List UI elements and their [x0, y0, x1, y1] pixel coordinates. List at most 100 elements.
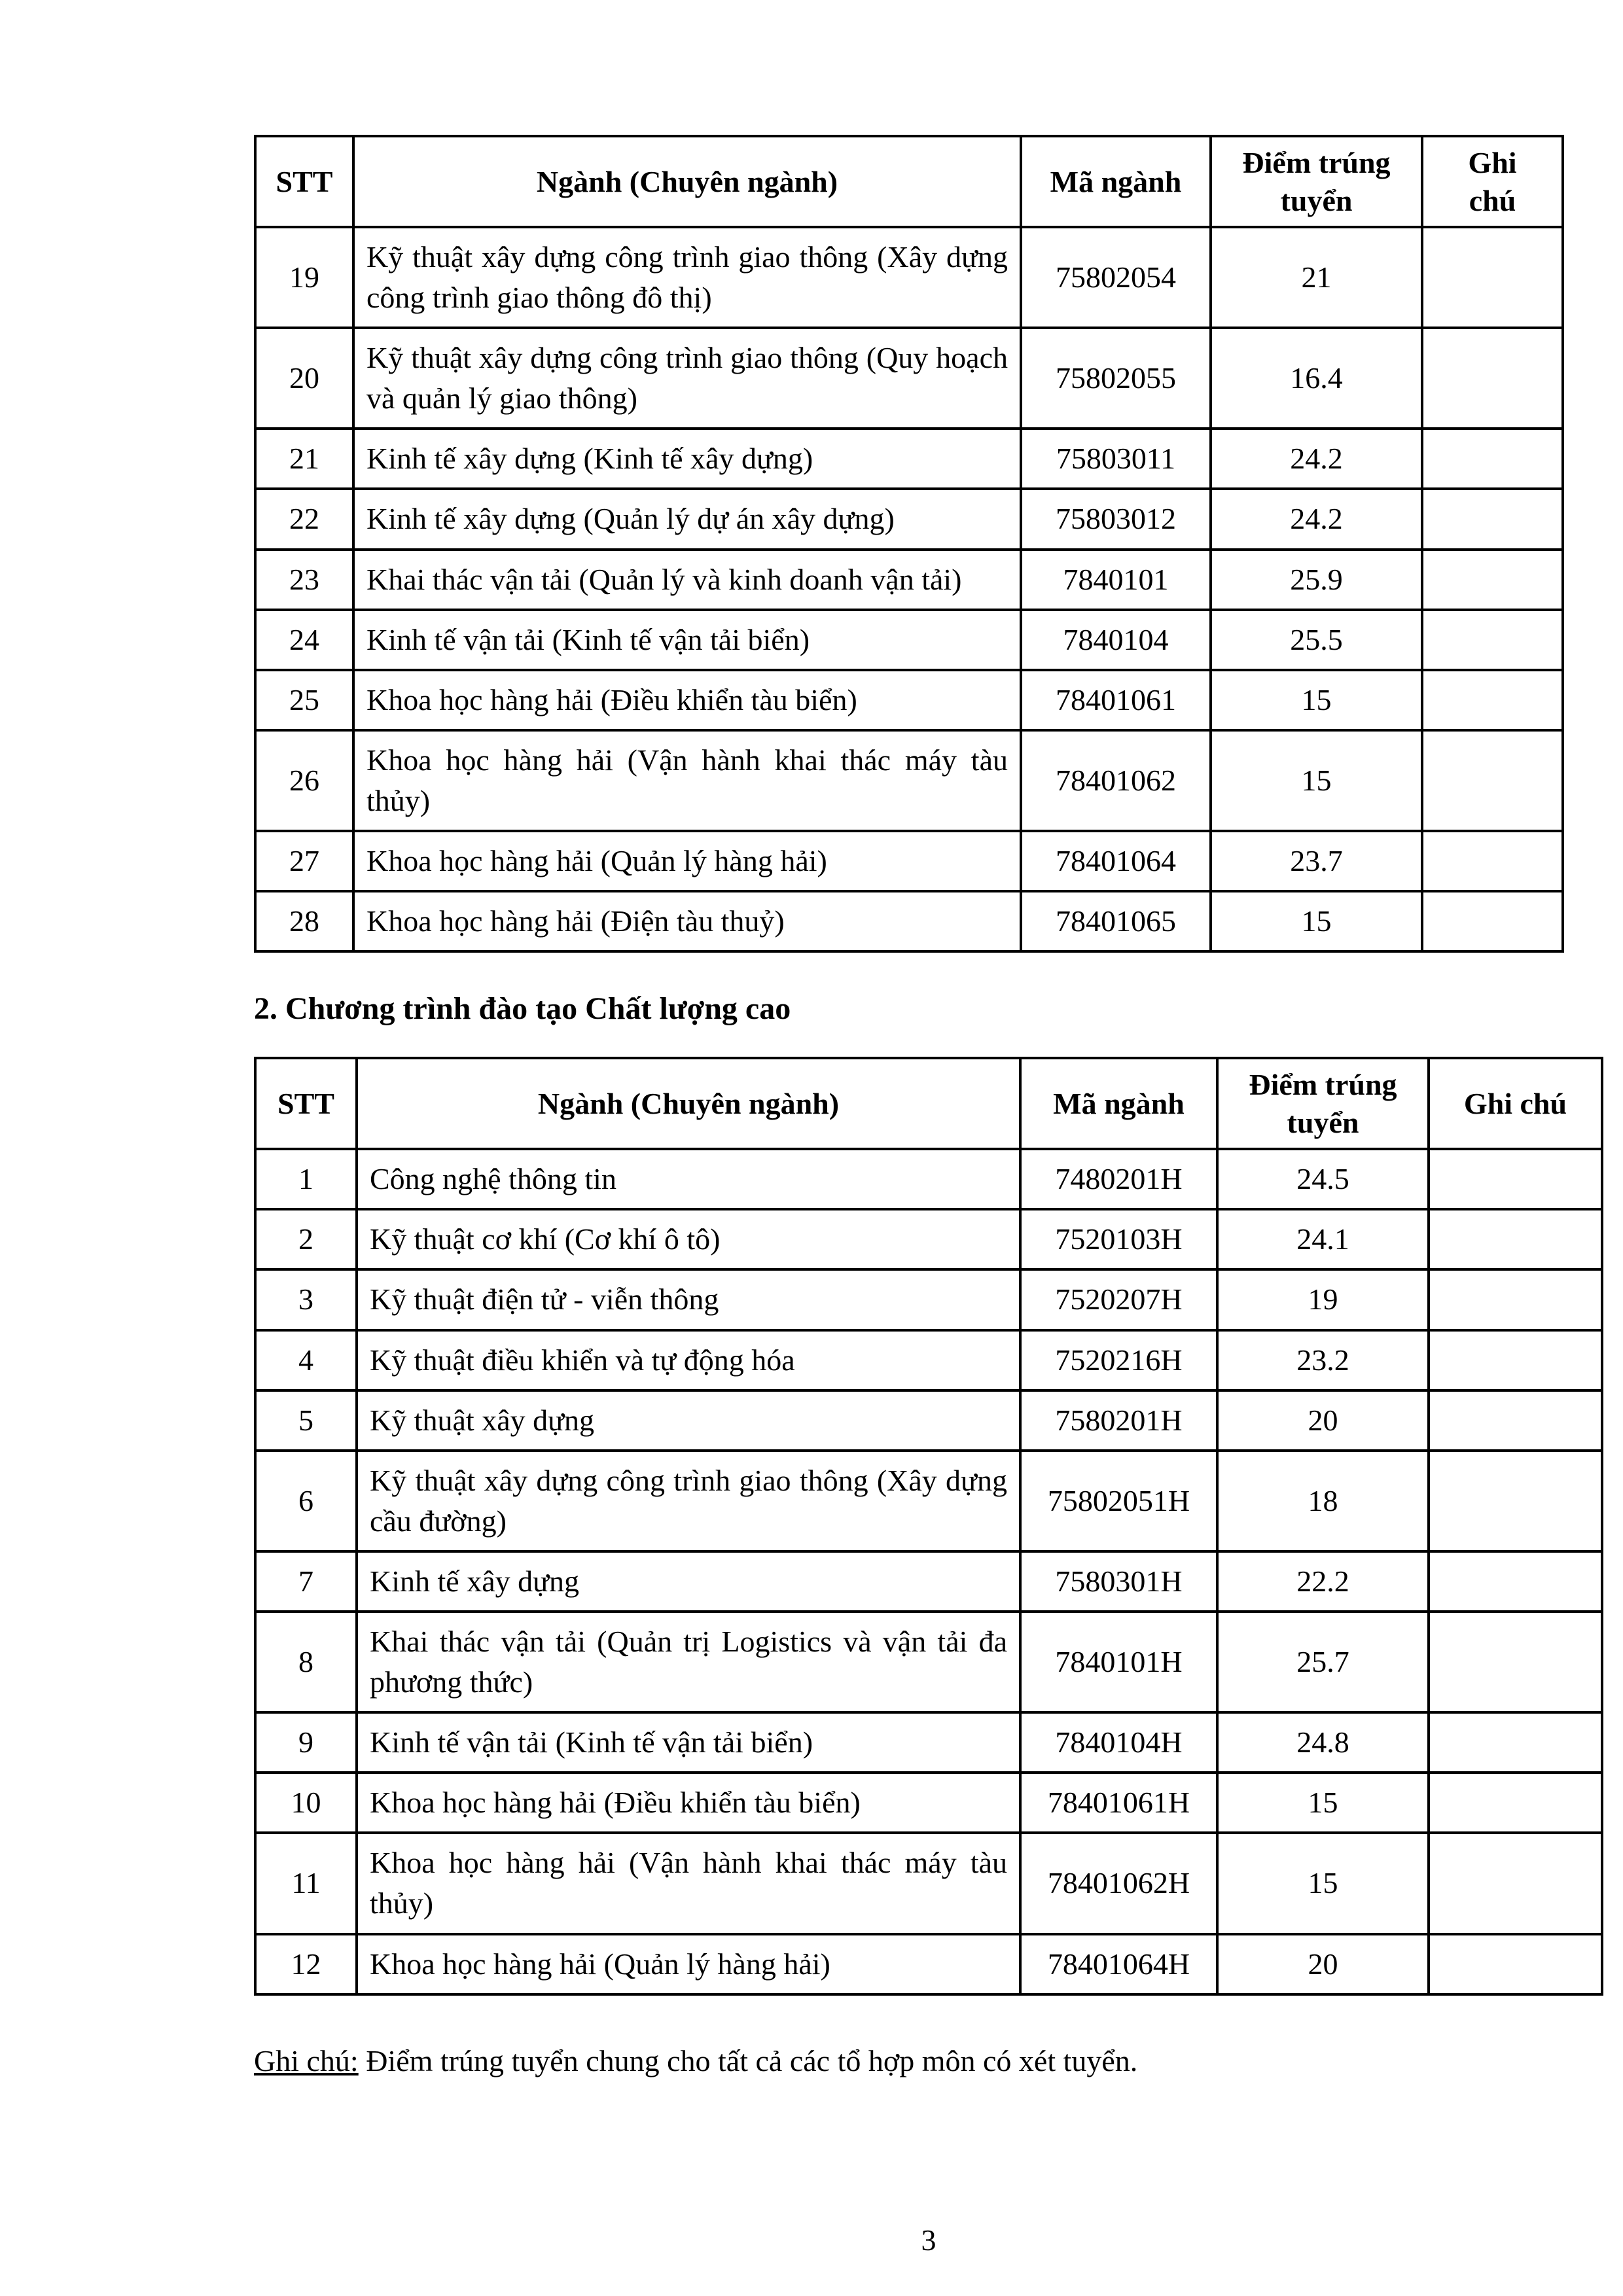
admission-table-standard: STT Ngành (Chuyên ngành) Mã ngành Điểm t…	[254, 135, 1564, 953]
table-row: 2 Kỹ thuật cơ khí (Cơ khí ô tô) 7520103H…	[254, 1208, 1603, 1271]
col-header-ghi-chu: Ghi chú	[1421, 135, 1564, 228]
cell-ghi-chu	[1421, 668, 1564, 732]
cell-diem: 24.8	[1216, 1711, 1430, 1775]
table-row: 7 Kinh tế xây dựng 7580301H 22.2	[254, 1549, 1603, 1613]
table-row: 22 Kinh tế xây dựng (Quản lý dự án xây d…	[254, 487, 1564, 551]
cell-diem: 20	[1216, 1388, 1430, 1452]
cell-ghi-chu	[1427, 1328, 1603, 1392]
cell-stt: 11	[254, 1831, 358, 1935]
cell-ma-nganh: 75803012	[1020, 487, 1212, 551]
admission-table-chat-luong-cao: STT Ngành (Chuyên ngành) Mã ngành Điểm t…	[254, 1057, 1603, 1996]
cell-nganh: Kinh tế xây dựng (Quản lý dự án xây dựng…	[352, 487, 1022, 551]
cell-diem: 24.2	[1209, 427, 1423, 491]
cell-nganh: Kinh tế xây dựng (Kinh tế xây dựng)	[352, 427, 1022, 491]
cell-diem: 25.9	[1209, 548, 1423, 611]
col-header-ma-nganh: Mã ngành	[1020, 135, 1212, 228]
table-row: 26 Khoa học hàng hải (Vận hành khai thác…	[254, 728, 1564, 833]
cell-diem: 19	[1216, 1268, 1430, 1332]
cell-stt: 23	[254, 548, 355, 611]
cell-ghi-chu	[1421, 608, 1564, 671]
table-row: 28 Khoa học hàng hải (Điện tàu thuỷ) 784…	[254, 890, 1564, 953]
cell-nganh: Khoa học hàng hải (Quản lý hàng hải)	[355, 1932, 1022, 1996]
table-row: 24 Kinh tế vận tải (Kinh tế vận tải biển…	[254, 608, 1564, 671]
cell-ghi-chu	[1427, 1771, 1603, 1835]
cell-diem: 23.2	[1216, 1328, 1430, 1392]
cell-stt: 9	[254, 1711, 358, 1775]
table-row: 1 Công nghệ thông tin 7480201H 24.5	[254, 1148, 1603, 1211]
cell-nganh: Khai thác vận tải (Quản lý và kinh doanh…	[352, 548, 1022, 611]
cell-diem: 24.1	[1216, 1208, 1430, 1271]
cell-ma-nganh: 7840104H	[1019, 1711, 1219, 1775]
cell-diem: 15	[1209, 728, 1423, 833]
cell-ma-nganh: 7520216H	[1019, 1328, 1219, 1392]
cell-stt: 25	[254, 668, 355, 732]
col-header-diem-trung-tuyen: Điểm trúng tuyển	[1216, 1057, 1430, 1151]
cell-ma-nganh: 78401061H	[1019, 1771, 1219, 1835]
cell-ghi-chu	[1427, 1268, 1603, 1332]
cell-ghi-chu	[1421, 548, 1564, 611]
cell-nganh: Kỹ thuật xây dựng	[355, 1388, 1022, 1452]
cell-ghi-chu	[1421, 327, 1564, 431]
table-row: 19 Kỹ thuật xây dựng công trình giao thô…	[254, 225, 1564, 330]
col-header-nganh: Ngành (Chuyên ngành)	[352, 135, 1022, 228]
cell-ghi-chu	[1427, 1831, 1603, 1935]
cell-diem: 24.2	[1209, 487, 1423, 551]
table-row: 8 Khai thác vận tải (Quản trị Logistics …	[254, 1610, 1603, 1714]
cell-ma-nganh: 75802055	[1020, 327, 1212, 431]
cell-diem: 18	[1216, 1449, 1430, 1553]
cell-stt: 12	[254, 1932, 358, 1996]
table-header-row: STT Ngành (Chuyên ngành) Mã ngành Điểm t…	[254, 1057, 1603, 1151]
cell-diem: 20	[1216, 1932, 1430, 1996]
page-number: 3	[921, 2223, 936, 2257]
cell-ma-nganh: 7840104	[1020, 608, 1212, 671]
cell-ghi-chu	[1421, 830, 1564, 893]
table-header-row: STT Ngành (Chuyên ngành) Mã ngành Điểm t…	[254, 135, 1564, 228]
cell-stt: 19	[254, 225, 355, 330]
cell-ma-nganh: 7840101H	[1019, 1610, 1219, 1714]
cell-diem: 15	[1209, 668, 1423, 732]
cell-stt: 2	[254, 1208, 358, 1271]
cell-diem: 21	[1209, 225, 1423, 330]
col-header-ghi-chu: Ghi chú	[1427, 1057, 1603, 1151]
table-row: 9 Kinh tế vận tải (Kinh tế vận tải biển)…	[254, 1711, 1603, 1775]
col-header-diem-trung-tuyen: Điểm trúng tuyển	[1209, 135, 1423, 228]
table-row: 21 Kinh tế xây dựng (Kinh tế xây dựng) 7…	[254, 427, 1564, 491]
table-row: 23 Khai thác vận tải (Quản lý và kinh do…	[254, 548, 1564, 611]
table-row: 12 Khoa học hàng hải (Quản lý hàng hải) …	[254, 1932, 1603, 1996]
cell-diem: 15	[1209, 890, 1423, 953]
cell-ma-nganh: 78401064H	[1019, 1932, 1219, 1996]
cell-diem: 24.5	[1216, 1148, 1430, 1211]
cell-ma-nganh: 7520207H	[1019, 1268, 1219, 1332]
cell-diem: 25.5	[1209, 608, 1423, 671]
cell-stt: 5	[254, 1388, 358, 1452]
cell-nganh: Khoa học hàng hải (Điện tàu thuỷ)	[352, 890, 1022, 953]
table-row: 10 Khoa học hàng hải (Điều khiển tàu biể…	[254, 1771, 1603, 1835]
cell-ghi-chu	[1427, 1711, 1603, 1775]
cell-ma-nganh: 7840101	[1020, 548, 1212, 611]
cell-ma-nganh: 7580201H	[1019, 1388, 1219, 1452]
cell-diem: 15	[1216, 1831, 1430, 1935]
cell-ghi-chu	[1427, 1549, 1603, 1613]
cell-stt: 26	[254, 728, 355, 833]
cell-nganh: Khai thác vận tải (Quản trị Logistics và…	[355, 1610, 1022, 1714]
cell-diem: 16.4	[1209, 327, 1423, 431]
cell-stt: 22	[254, 487, 355, 551]
cell-ghi-chu	[1427, 1610, 1603, 1714]
table-row: 3 Kỹ thuật điện tử - viễn thông 7520207H…	[254, 1268, 1603, 1332]
cell-ghi-chu	[1427, 1388, 1603, 1452]
cell-ma-nganh: 7580301H	[1019, 1549, 1219, 1613]
cell-nganh: Khoa học hàng hải (Điều khiển tàu biển)	[352, 668, 1022, 732]
cell-ma-nganh: 7480201H	[1019, 1148, 1219, 1211]
cell-stt: 20	[254, 327, 355, 431]
table-row: 4 Kỹ thuật điều khiển và tự động hóa 752…	[254, 1328, 1603, 1392]
cell-diem: 15	[1216, 1771, 1430, 1835]
cell-stt: 1	[254, 1148, 358, 1211]
cell-ghi-chu	[1427, 1148, 1603, 1211]
cell-ghi-chu	[1427, 1449, 1603, 1553]
cell-nganh: Kỹ thuật xây dựng công trình giao thông …	[355, 1449, 1022, 1553]
table-row: 5 Kỹ thuật xây dựng 7580201H 20	[254, 1388, 1603, 1452]
cell-nganh: Khoa học hàng hải (Vận hành khai thác má…	[355, 1831, 1022, 1935]
cell-ma-nganh: 75802051H	[1019, 1449, 1219, 1553]
